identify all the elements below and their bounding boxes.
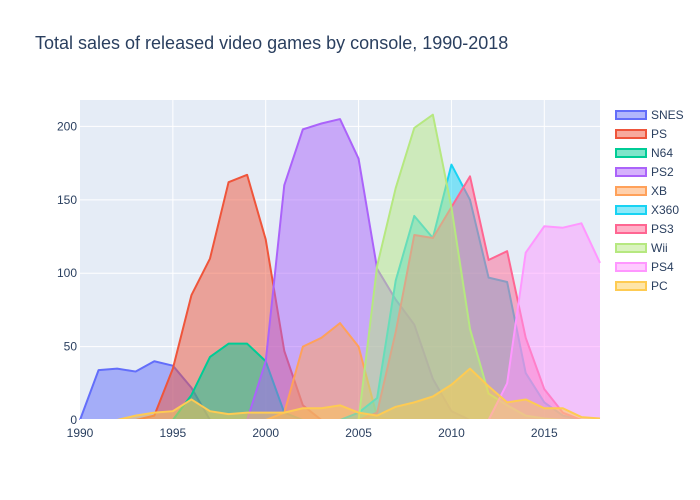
legend-swatch	[615, 129, 647, 139]
legend-label: PS2	[651, 165, 674, 179]
legend-label: X360	[651, 203, 679, 217]
legend[interactable]: SNES PS N64 PS2 XB X360 PS3 Wii PS4 PC	[615, 108, 684, 293]
legend-item-ps2[interactable]: PS2	[615, 165, 674, 179]
legend-label: PS4	[651, 260, 674, 274]
legend-item-ps4[interactable]: PS4	[615, 260, 674, 274]
legend-item-snes[interactable]: SNES	[615, 108, 684, 122]
legend-item-ps3[interactable]: PS3	[615, 222, 674, 236]
series-layer	[79, 113, 601, 421]
legend-label: PS3	[651, 222, 674, 236]
legend-label: PC	[651, 279, 668, 293]
y-tick-label: 200	[57, 119, 77, 133]
x-tick-label: 2000	[252, 426, 279, 440]
x-tick-label: 2005	[345, 426, 372, 440]
legend-swatch	[615, 281, 647, 291]
legend-label: PS	[651, 127, 667, 141]
series-pc[interactable]	[80, 367, 601, 421]
y-tick-label: 100	[57, 266, 77, 280]
legend-swatch	[615, 262, 647, 272]
legend-item-pc[interactable]: PC	[615, 279, 668, 293]
series-area	[80, 343, 600, 420]
series-area	[80, 223, 600, 420]
series-area	[80, 323, 600, 420]
x-tick-label: 1995	[160, 426, 187, 440]
legend-label: XB	[651, 184, 667, 198]
x-tick-label: 2010	[438, 426, 465, 440]
legend-item-xb[interactable]: XB	[615, 184, 667, 198]
legend-swatch	[615, 243, 647, 253]
series-area	[80, 368, 600, 420]
series-area	[80, 114, 600, 421]
y-tick-label: 0	[70, 413, 77, 427]
legend-item-wii[interactable]: Wii	[615, 241, 668, 255]
legend-swatch	[615, 148, 647, 158]
legend-label: Wii	[651, 241, 668, 255]
y-tick-label: 150	[57, 193, 77, 207]
legend-swatch	[615, 110, 647, 120]
legend-swatch	[615, 224, 647, 234]
x-tick-label: 1990	[67, 426, 94, 440]
legend-swatch	[615, 205, 647, 215]
y-tick-label: 50	[64, 340, 78, 354]
x-tick-label: 2015	[531, 426, 558, 440]
legend-label: SNES	[651, 108, 684, 122]
series-line	[80, 367, 601, 421]
chart-title: Total sales of released video games by c…	[35, 33, 509, 53]
axis-layer: 1990 1995 2000 2005 2010 2015 0 50 100 150 200	[57, 119, 600, 440]
legend-swatch	[615, 167, 647, 177]
legend-item-ps[interactable]: PS	[615, 127, 667, 141]
legend-item-x360[interactable]: X360	[615, 203, 679, 217]
legend-label: N64	[651, 146, 673, 160]
series-area	[80, 119, 600, 420]
legend-swatch	[615, 186, 647, 196]
legend-item-n64[interactable]: N64	[615, 146, 673, 160]
